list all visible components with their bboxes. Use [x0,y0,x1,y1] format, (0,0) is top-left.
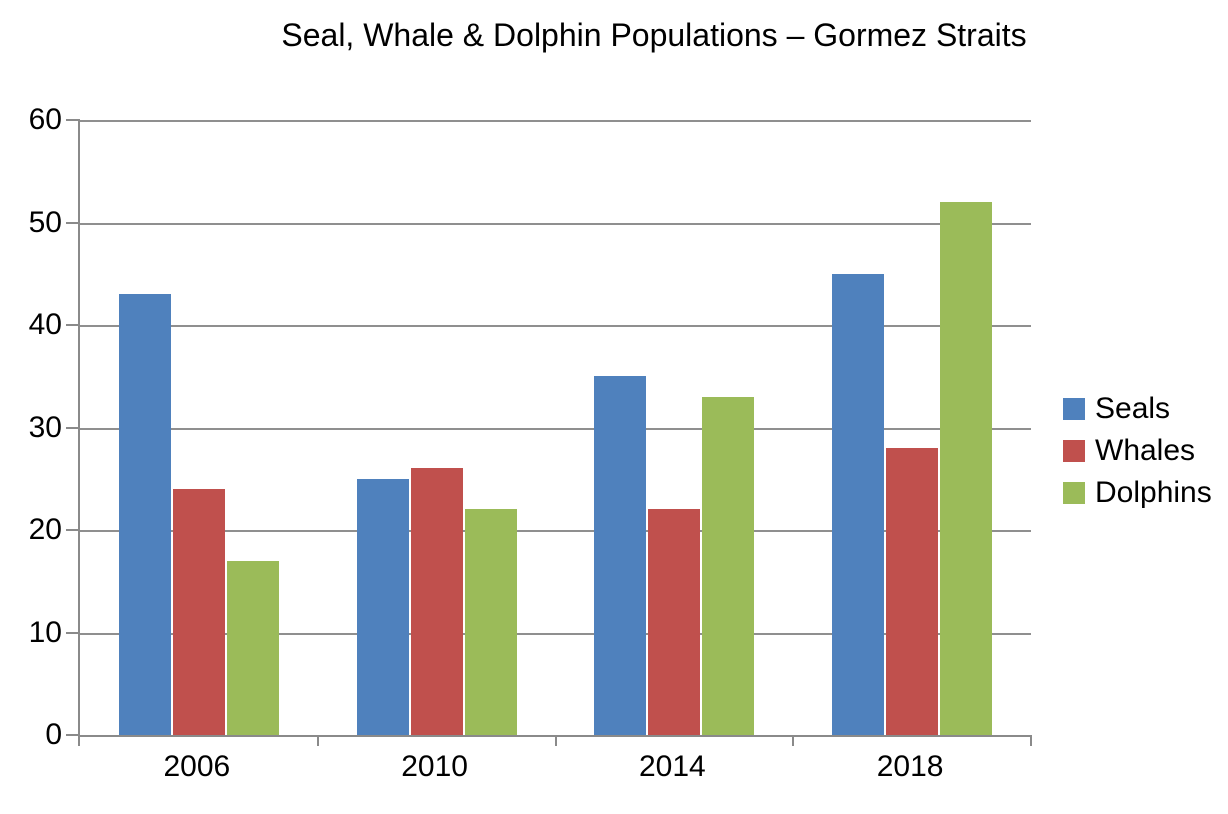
x-axis-tick [316,735,319,746]
y-tick-label: 10 [28,615,62,649]
legend-swatch-icon [1063,439,1085,462]
gridline [80,222,1031,225]
gridline [80,530,1031,532]
legend-item-dolphins: Dolphins [1063,476,1212,508]
legend-label: Seals [1095,391,1171,425]
bar-group-2014 [556,120,794,735]
legend-swatch-icon [1063,397,1085,420]
bar-seals-2014 [594,376,647,735]
x-axis-tick [792,735,795,746]
bar-dolphins-2014 [702,397,755,735]
x-tick-label-2014: 2014 [639,750,706,783]
legend-label: Dolphins [1095,475,1212,509]
legend-swatch-icon [1063,481,1085,504]
bar-dolphins-2010 [464,509,517,735]
x-axis-tick [1030,735,1032,746]
legend-label: Whales [1095,433,1196,467]
y-axis-tick [66,119,80,121]
y-axis-tick [66,734,80,736]
y-axis-tick [66,529,80,531]
x-tick-label-2018: 2018 [876,750,944,783]
gridline [80,120,1031,122]
chart-title: Seal, Whale & Dolphin Populations – Gorm… [281,17,1027,53]
y-tick-label: 30 [28,410,62,444]
gridline [80,427,1031,430]
legend-item-whales: Whales [1063,434,1212,466]
y-axis-tick [66,221,80,224]
bar-whales-2014 [648,509,701,735]
y-tick-label: 50 [28,205,62,239]
plot-area [66,119,1032,746]
x-axis-tick [554,735,557,746]
bar-seals-2018 [832,274,885,735]
y-axis-tick [66,631,80,634]
y-tick-label: 40 [28,308,62,341]
y-axis-tick [66,426,80,429]
bar-whales-2006 [172,489,225,735]
bar-dolphins-2018 [940,202,993,735]
bar-group-2010 [318,120,556,735]
bar-group-2006 [80,120,318,735]
bar-whales-2018 [886,448,939,735]
legend: Seals Whales Dolphins [1063,392,1212,508]
y-tick-label: 60 [28,103,62,136]
bar-group-2018 [793,120,1031,735]
bar-seals-2010 [356,479,409,735]
legend-item-seals: Seals [1063,392,1212,424]
x-axis-tick [78,735,80,746]
gridline [80,325,1031,327]
bar-whales-2010 [410,468,463,735]
bar-groups [80,120,1031,735]
y-tick-label: 20 [28,513,62,546]
y-axis-tick [66,324,80,326]
x-tick-label-2010: 2010 [401,750,468,783]
bar-dolphins-2006 [226,561,279,735]
bar-seals-2006 [118,294,171,735]
y-tick-label: 0 [45,718,62,751]
x-tick-label-2006: 2006 [163,750,231,783]
gridline [80,632,1031,635]
